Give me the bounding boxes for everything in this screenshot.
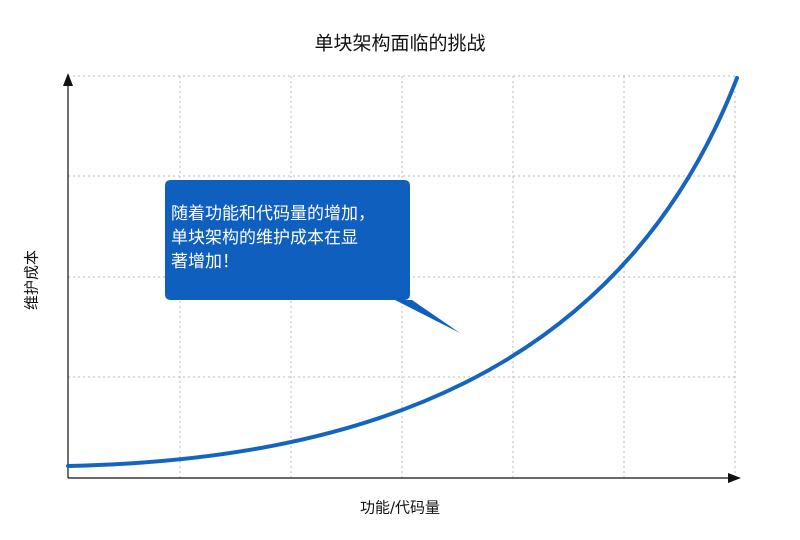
x-axis-arrow: [728, 473, 741, 483]
callout-text: 单块架构的维护成本在显: [171, 228, 358, 248]
x-axis-label: 功能/代码量: [360, 499, 440, 517]
grid: [68, 75, 736, 478]
y-axis-arrow: [63, 73, 73, 86]
title: 单块架构面临的挑战: [314, 33, 485, 55]
callout: 随着功能和代码量的增加， 单块架构的维护成本在显 著增加！: [165, 180, 460, 333]
callout-text: 著增加！: [171, 252, 239, 272]
cost-curve: [66, 76, 739, 468]
callout-bubble: [165, 180, 460, 333]
y-axis-label: 维护成本: [23, 250, 41, 310]
callout-text: 随着功能和代码量的增加，: [171, 204, 375, 224]
